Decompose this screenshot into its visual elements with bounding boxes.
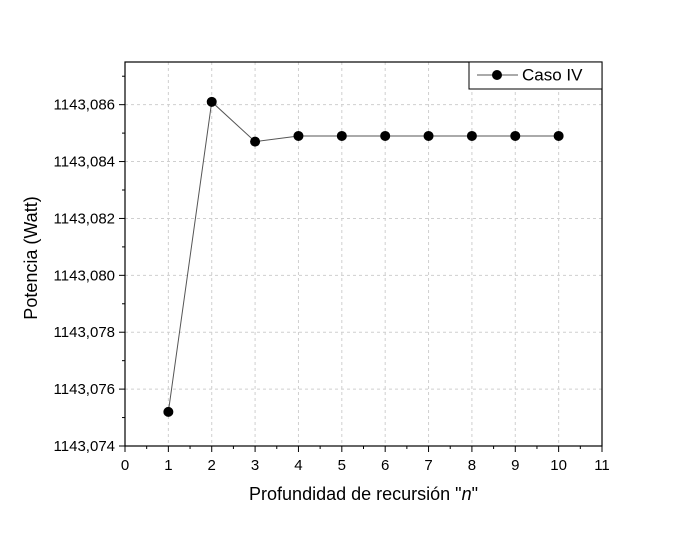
- y-axis-title: Potencia (Watt): [21, 196, 41, 319]
- data-point: [466, 130, 477, 141]
- x-axis-title-variable: n: [462, 484, 472, 504]
- grid-lines: [125, 62, 602, 446]
- y-tick-label: 1143,080: [54, 267, 115, 284]
- x-tick-label: 1: [164, 457, 172, 474]
- x-tick-label: 11: [594, 457, 610, 474]
- x-tick-label: 7: [424, 457, 432, 474]
- data-point: [163, 406, 174, 417]
- series-line: [167, 100, 559, 412]
- data-point: [423, 130, 434, 141]
- x-tick-label: 4: [294, 457, 302, 474]
- x-axis-title-suffix: ": [472, 484, 478, 504]
- x-axis-title-prefix: Profundidad de recursión ": [249, 484, 462, 504]
- x-tick-label: 0: [121, 457, 129, 474]
- x-tick-label: 8: [468, 457, 476, 474]
- y-axis: 1143,074 1143,076 1143,078 1143,080 1143,082…: [54, 75, 125, 455]
- y-tick-label: 1143,074: [54, 438, 115, 455]
- x-tick-label: 2: [208, 457, 216, 474]
- y-tick-label: 1143,076: [54, 381, 115, 398]
- data-point: [553, 130, 564, 141]
- data-point: [206, 96, 217, 107]
- data-point: [293, 130, 304, 141]
- legend-label: Caso IV: [522, 65, 583, 84]
- x-axis: 0 1 2 3 4 5 6 7 8 9 10 11: [121, 446, 610, 474]
- x-tick-label: 6: [381, 457, 389, 474]
- legend: Caso IV: [468, 61, 603, 90]
- x-tick-label: 3: [251, 457, 259, 474]
- plot-frame: [124, 61, 603, 447]
- y-tick-label: 1143,084: [54, 154, 115, 171]
- series-caso-iv: [163, 96, 564, 417]
- y-tick-label: 1143,078: [54, 324, 115, 341]
- x-tick-label: 9: [511, 457, 519, 474]
- y-tick-label: 1143,082: [54, 210, 115, 227]
- x-tick-label: 10: [550, 457, 567, 474]
- data-point: [336, 130, 347, 141]
- legend-marker: [492, 70, 502, 80]
- data-point: [380, 130, 391, 141]
- y-tick-label: 1143,086: [54, 97, 115, 114]
- x-tick-label: 5: [338, 457, 346, 474]
- data-point: [510, 130, 521, 141]
- data-point: [250, 136, 261, 147]
- x-axis-title: Profundidad de recursión "n": [249, 484, 478, 504]
